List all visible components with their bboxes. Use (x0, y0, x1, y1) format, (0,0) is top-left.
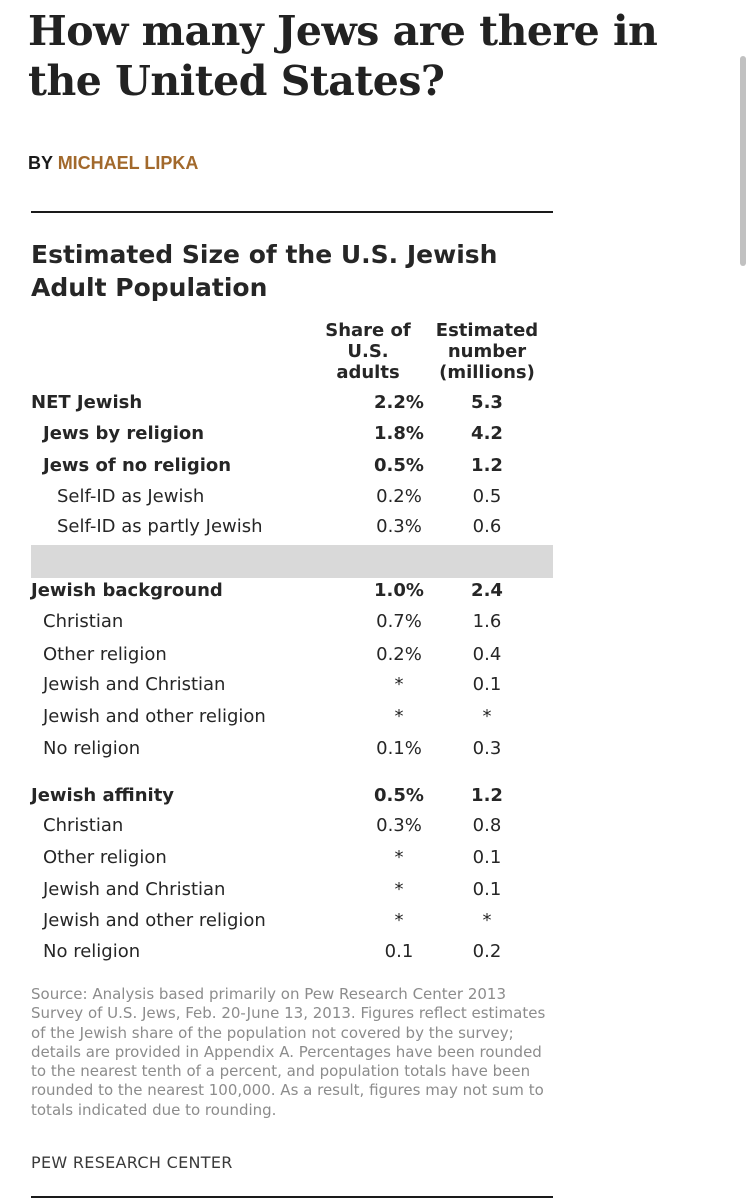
byline-prefix: BY (28, 153, 58, 173)
row-share: 0.2% (376, 486, 422, 507)
row-estimate: 1.2 (471, 785, 503, 806)
row-label: Self-ID as partly Jewish (57, 516, 263, 537)
table-row: Christian 0.3% 0.8 (31, 815, 553, 845)
row-share: * (394, 706, 404, 727)
row-label: Jews by religion (43, 423, 205, 444)
row-estimate: 1.6 (472, 611, 502, 632)
row-share: 0.2% (376, 644, 422, 665)
row-estimate: 0.1 (472, 879, 502, 900)
row-estimate: * (482, 910, 492, 931)
row-estimate: 0.5 (472, 486, 502, 507)
row-estimate: 4.2 (471, 423, 503, 444)
byline: BY MICHAEL LIPKA (28, 153, 198, 174)
table-row: Christian 0.7% 1.6 (31, 611, 553, 641)
table-row: Jews of no religion 0.5% 1.2 (31, 455, 553, 485)
row-label: Christian (43, 815, 124, 836)
row-share: 0.1% (376, 738, 422, 759)
row-share: * (394, 847, 404, 868)
row-estimate: 0.2 (472, 941, 502, 962)
table-row: Other religion 0.2% 0.4 (31, 644, 553, 674)
row-estimate: * (482, 706, 492, 727)
row-estimate: 0.1 (472, 674, 502, 695)
row-estimate: 0.4 (472, 644, 502, 665)
row-label: Self-ID as Jewish (57, 486, 205, 507)
table-row: NET Jewish 2.2% 5.3 (31, 392, 553, 422)
table-row: Jewish affinity 0.5% 1.2 (31, 785, 553, 815)
column-header-estimate: Estimated number (millions) (435, 320, 539, 383)
row-label: Jewish and other religion (43, 706, 266, 727)
row-share: 0.5% (374, 455, 424, 476)
row-share: * (394, 879, 404, 900)
row-share: 0.3% (376, 815, 422, 836)
row-share: 0.3% (376, 516, 422, 537)
table-row: Jewish and other religion * * (31, 910, 553, 940)
author-link[interactable]: MICHAEL LIPKA (57, 153, 199, 173)
row-estimate: 0.8 (472, 815, 502, 836)
row-share: * (394, 910, 404, 931)
scrollbar-thumb[interactable] (740, 56, 746, 266)
row-estimate: 0.3 (472, 738, 502, 759)
table-row: Jewish and Christian * 0.1 (31, 674, 553, 704)
pew-credit: PEW RESEARCH CENTER (31, 1153, 233, 1172)
row-label: Jewish and Christian (43, 674, 226, 695)
row-label: No religion (43, 941, 141, 962)
table-row: Jewish background 1.0% 2.4 (31, 580, 553, 610)
table-row: No religion 0.1 0.2 (31, 941, 553, 971)
table-row: Jewish and Christian * 0.1 (31, 879, 553, 909)
row-estimate: 2.4 (471, 580, 503, 601)
article-headline: How many Jews are there in the United St… (28, 7, 658, 105)
column-header-share: Share of U.S. adults (325, 320, 411, 383)
row-share: 1.0% (374, 580, 424, 601)
table-row: No religion 0.1% 0.3 (31, 738, 553, 768)
row-share: 2.2% (374, 392, 424, 413)
table-row: Jewish and other religion * * (31, 706, 553, 736)
row-label: Christian (43, 611, 124, 632)
row-share: 1.8% (374, 423, 424, 444)
row-label: Jews of no religion (43, 455, 232, 476)
divider-bottom (31, 1196, 553, 1198)
row-label: Jewish affinity (31, 785, 175, 806)
row-estimate: 0.1 (472, 847, 502, 868)
row-label: No religion (43, 738, 141, 759)
row-label: NET Jewish (31, 392, 143, 413)
row-share: 0.5% (374, 785, 424, 806)
row-estimate: 1.2 (471, 455, 503, 476)
row-label: Other religion (43, 644, 167, 665)
table-row: Self-ID as Jewish 0.2% 0.5 (31, 486, 553, 516)
source-note: Source: Analysis based primarily on Pew … (31, 985, 546, 1119)
table-row: Self-ID as partly Jewish 0.3% 0.6 (31, 516, 553, 546)
row-share: * (394, 674, 404, 695)
section-separator (31, 545, 553, 578)
figure-title: Estimated Size of the U.S. Jewish Adult … (31, 240, 498, 302)
row-estimate: 5.3 (471, 392, 503, 413)
table-row: Jews by religion 1.8% 4.2 (31, 423, 553, 453)
row-share: 0.7% (376, 611, 422, 632)
row-label: Jewish and Christian (43, 879, 226, 900)
row-estimate: 0.6 (472, 516, 502, 537)
row-label: Jewish background (31, 580, 223, 601)
row-label: Other religion (43, 847, 167, 868)
row-share: 0.1 (384, 941, 414, 962)
divider-top (31, 211, 553, 213)
row-label: Jewish and other religion (43, 910, 266, 931)
table-row: Other religion * 0.1 (31, 847, 553, 877)
